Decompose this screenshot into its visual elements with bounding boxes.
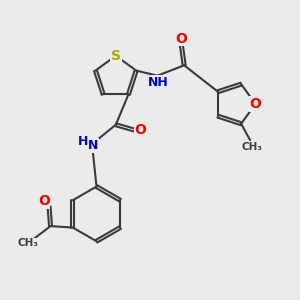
Text: O: O bbox=[134, 123, 146, 137]
Text: O: O bbox=[38, 194, 50, 208]
Text: S: S bbox=[111, 49, 121, 63]
Text: O: O bbox=[250, 97, 262, 111]
Text: NH: NH bbox=[148, 76, 168, 89]
Text: O: O bbox=[175, 32, 187, 46]
Text: N: N bbox=[88, 139, 99, 152]
Text: H: H bbox=[78, 135, 88, 148]
Text: CH₃: CH₃ bbox=[17, 238, 38, 248]
Text: CH₃: CH₃ bbox=[241, 142, 262, 152]
